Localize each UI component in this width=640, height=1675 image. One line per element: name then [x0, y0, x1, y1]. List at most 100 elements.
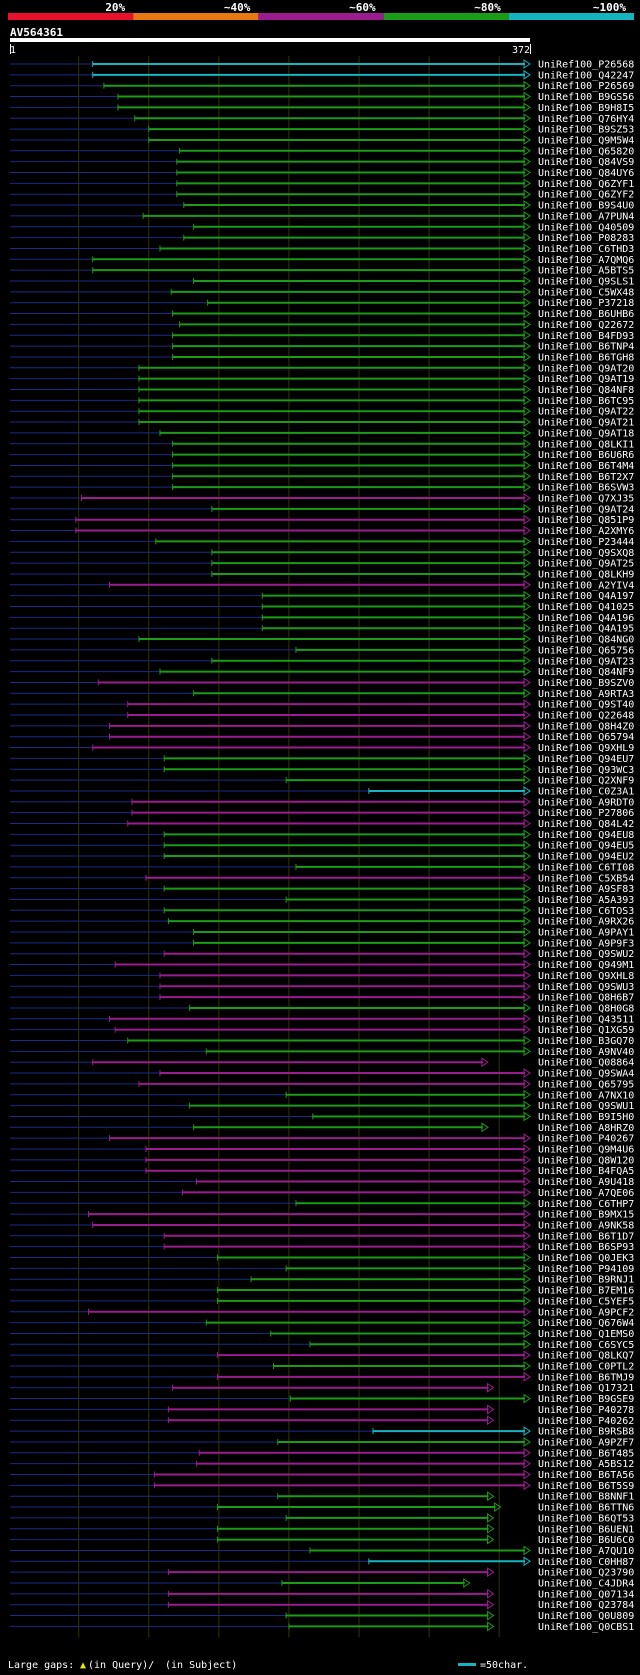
- hit-label[interactable]: UniRef100_B9S4U0: [538, 201, 634, 212]
- hit-label[interactable]: UniRef100_C5XB54: [538, 873, 634, 884]
- hit-label[interactable]: UniRef100_Q676W4: [538, 1318, 634, 1329]
- hit-label[interactable]: UniRef100_A9PZF7: [538, 1437, 634, 1448]
- hit-label[interactable]: UniRef100_Q4A197: [538, 591, 634, 602]
- hit-label[interactable]: UniRef100_B6SP93: [538, 1242, 634, 1253]
- hit-label[interactable]: UniRef100_A9U418: [538, 1177, 634, 1188]
- hit-label[interactable]: UniRef100_B8NNF1: [538, 1492, 634, 1503]
- hit-label[interactable]: UniRef100_Q8H6B7: [538, 993, 634, 1004]
- hit-label[interactable]: UniRef100_Q65756: [538, 645, 634, 656]
- hit-label[interactable]: UniRef100_Q949M1: [538, 960, 634, 971]
- hit-label[interactable]: UniRef100_Q9AT22: [538, 407, 634, 418]
- hit-label[interactable]: UniRef100_Q0CBS1: [538, 1622, 634, 1633]
- hit-label[interactable]: UniRef100_Q41025: [538, 602, 634, 613]
- hit-label[interactable]: UniRef100_Q6ZYF1: [538, 179, 634, 190]
- hit-label[interactable]: UniRef100_Q43511: [538, 1014, 634, 1025]
- hit-label[interactable]: UniRef100_C0Z3A1: [538, 786, 634, 797]
- hit-label[interactable]: UniRef100_A7QE06: [538, 1188, 634, 1199]
- hit-label[interactable]: UniRef100_Q9AT21: [538, 418, 634, 429]
- hit-label[interactable]: UniRef100_B6TC95: [538, 396, 634, 407]
- hit-label[interactable]: UniRef100_Q84NF8: [538, 385, 634, 396]
- hit-label[interactable]: UniRef100_Q9ST40: [538, 700, 634, 711]
- hit-label[interactable]: UniRef100_C6THP7: [538, 1199, 634, 1210]
- hit-label[interactable]: UniRef100_C6THD3: [538, 244, 634, 255]
- hit-label[interactable]: UniRef100_C0HH87: [538, 1557, 634, 1568]
- hit-label[interactable]: UniRef100_C6TI08: [538, 862, 634, 873]
- hit-label[interactable]: UniRef100_B9SZ53: [538, 125, 634, 136]
- hit-label[interactable]: UniRef100_A5BTS5: [538, 266, 634, 277]
- hit-label[interactable]: UniRef100_Q2XNF9: [538, 776, 634, 787]
- hit-label[interactable]: UniRef100_Q8LKH9: [538, 569, 634, 580]
- hit-label[interactable]: UniRef100_B6UHB6: [538, 309, 634, 320]
- hit-label[interactable]: UniRef100_P23444: [538, 537, 634, 548]
- hit-label[interactable]: UniRef100_A9NK58: [538, 1220, 634, 1231]
- hit-label[interactable]: UniRef100_Q22648: [538, 711, 634, 722]
- hit-label[interactable]: UniRef100_B9MX15: [538, 1210, 634, 1221]
- hit-label[interactable]: UniRef100_A5BS12: [538, 1459, 634, 1470]
- hit-label[interactable]: UniRef100_A2XMY6: [538, 526, 634, 537]
- hit-label[interactable]: UniRef100_Q65795: [538, 1079, 634, 1090]
- hit-label[interactable]: UniRef100_B4FD93: [538, 331, 634, 342]
- hit-label[interactable]: UniRef100_P40278: [538, 1405, 634, 1416]
- hit-label[interactable]: UniRef100_C0PTL2: [538, 1362, 634, 1373]
- hit-label[interactable]: UniRef100_Q9SXQ8: [538, 548, 634, 559]
- hit-label[interactable]: UniRef100_B6T4M4: [538, 461, 634, 472]
- hit-label[interactable]: UniRef100_Q84NG0: [538, 635, 634, 646]
- hit-label[interactable]: UniRef100_Q94EU2: [538, 852, 634, 863]
- hit-label[interactable]: UniRef100_B9H8I5: [538, 103, 634, 114]
- hit-label[interactable]: UniRef100_Q9AT25: [538, 559, 634, 570]
- hit-label[interactable]: UniRef100_B6U6R6: [538, 450, 634, 461]
- hit-label[interactable]: UniRef100_A9NV40: [538, 1047, 634, 1058]
- hit-label[interactable]: UniRef100_B9RSB8: [538, 1427, 634, 1438]
- hit-label[interactable]: UniRef100_P37218: [538, 298, 634, 309]
- hit-label[interactable]: UniRef100_Q76HY4: [538, 114, 634, 125]
- hit-label[interactable]: UniRef100_Q9XHL9: [538, 743, 634, 754]
- hit-label[interactable]: UniRef100_Q0JEK3: [538, 1253, 634, 1264]
- hit-label[interactable]: UniRef100_C5WX48: [538, 287, 634, 298]
- hit-label[interactable]: UniRef100_A9RDT0: [538, 797, 634, 808]
- hit-label[interactable]: UniRef100_Q84VS9: [538, 157, 634, 168]
- hit-label[interactable]: UniRef100_Q1EMS0: [538, 1329, 634, 1340]
- hit-label[interactable]: UniRef100_A9PAY1: [538, 928, 634, 939]
- hit-label[interactable]: UniRef100_Q9AT24: [538, 504, 634, 515]
- hit-label[interactable]: UniRef100_Q94EU5: [538, 841, 634, 852]
- hit-label[interactable]: UniRef100_Q08864: [538, 1058, 634, 1069]
- hit-label[interactable]: UniRef100_Q9AT19: [538, 374, 634, 385]
- hit-label[interactable]: UniRef100_Q0U809: [538, 1611, 634, 1622]
- hit-label[interactable]: UniRef100_C5YEF5: [538, 1296, 634, 1307]
- hit-label[interactable]: UniRef100_C6TOS3: [538, 906, 634, 917]
- hit-label[interactable]: UniRef100_P08283: [538, 233, 634, 244]
- hit-label[interactable]: UniRef100_B6TGH8: [538, 352, 634, 363]
- hit-label[interactable]: UniRef100_A9RX26: [538, 917, 634, 928]
- hit-label[interactable]: UniRef100_P40262: [538, 1416, 634, 1427]
- hit-label[interactable]: UniRef100_Q93WC3: [538, 765, 634, 776]
- hit-label[interactable]: UniRef100_Q9SWU1: [538, 1101, 634, 1112]
- hit-label[interactable]: UniRef100_Q6ZYF2: [538, 190, 634, 201]
- hit-label[interactable]: UniRef100_B6TNP4: [538, 342, 634, 353]
- hit-label[interactable]: UniRef100_A5A393: [538, 895, 634, 906]
- hit-label[interactable]: UniRef100_B9GSE9: [538, 1394, 634, 1405]
- hit-label[interactable]: UniRef100_B6TTN6: [538, 1503, 634, 1514]
- hit-label[interactable]: UniRef100_C6SYC5: [538, 1340, 634, 1351]
- hit-label[interactable]: UniRef100_Q65794: [538, 732, 634, 743]
- hit-label[interactable]: UniRef100_A9PCF2: [538, 1307, 634, 1318]
- hit-label[interactable]: UniRef100_Q94EU8: [538, 830, 634, 841]
- hit-label[interactable]: UniRef100_C4JDR4: [538, 1579, 634, 1590]
- hit-label[interactable]: UniRef100_B3GQ70: [538, 1036, 634, 1047]
- hit-label[interactable]: UniRef100_Q9AT20: [538, 363, 634, 374]
- hit-label[interactable]: UniRef100_B7EM16: [538, 1286, 634, 1297]
- hit-label[interactable]: UniRef100_B6SVW3: [538, 483, 634, 494]
- hit-label[interactable]: UniRef100_B6TA56: [538, 1470, 634, 1481]
- hit-label[interactable]: UniRef100_Q9SWA4: [538, 1069, 634, 1080]
- hit-label[interactable]: UniRef100_A9RTA3: [538, 689, 634, 700]
- hit-label[interactable]: UniRef100_A7PUN4: [538, 211, 634, 222]
- hit-label[interactable]: UniRef100_Q9AT23: [538, 656, 634, 667]
- hit-label[interactable]: UniRef100_A9SF83: [538, 884, 634, 895]
- hit-label[interactable]: UniRef100_B9RNJ1: [538, 1275, 634, 1286]
- hit-label[interactable]: UniRef100_Q42247: [538, 70, 634, 81]
- hit-label[interactable]: UniRef100_B6UEN1: [538, 1524, 634, 1535]
- hit-label[interactable]: UniRef100_Q94EU7: [538, 754, 634, 765]
- hit-label[interactable]: UniRef100_Q17321: [538, 1383, 634, 1394]
- hit-label[interactable]: UniRef100_Q9SWU2: [538, 949, 634, 960]
- hit-label[interactable]: UniRef100_A8HRZ0: [538, 1123, 634, 1134]
- hit-label[interactable]: UniRef100_Q23790: [538, 1568, 634, 1579]
